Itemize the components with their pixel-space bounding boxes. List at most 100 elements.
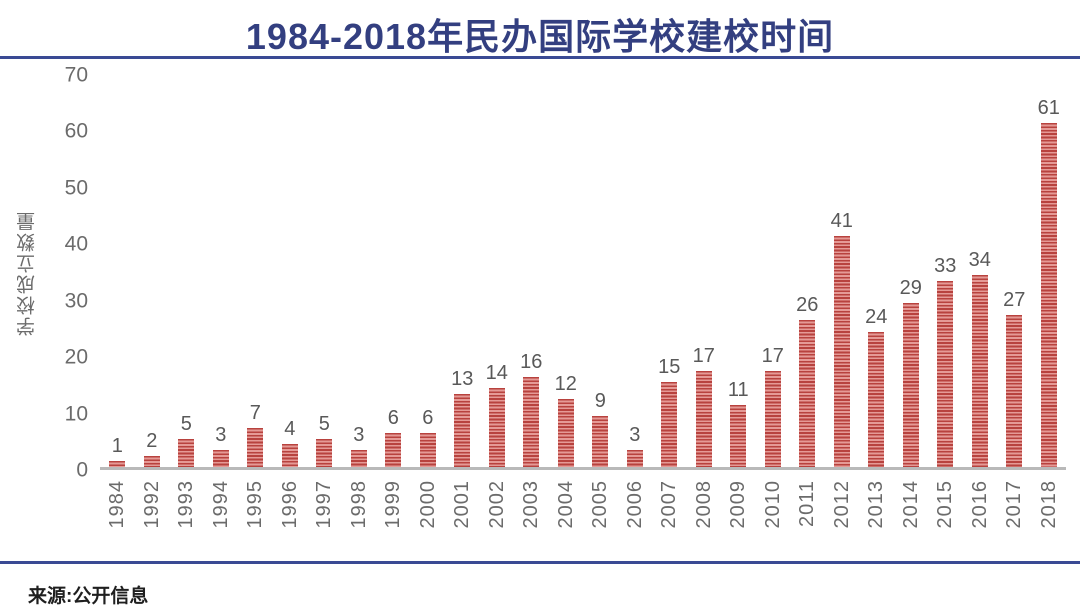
- x-tick-2003: 2003: [514, 480, 549, 550]
- bar-value-label: 61: [1037, 96, 1060, 119]
- bar-value-label: 12: [554, 373, 577, 396]
- bar-value-label: 13: [451, 367, 474, 390]
- bar-group-1998: 3: [342, 75, 377, 467]
- x-tick-2008: 2008: [687, 480, 722, 550]
- bar-value-label: 17: [761, 345, 784, 368]
- bar: [212, 450, 229, 467]
- y-tick-label: 10: [64, 402, 88, 426]
- x-tick-2012: 2012: [825, 480, 860, 550]
- y-tick-label: 30: [64, 289, 88, 313]
- bar-value-label: 41: [830, 209, 853, 232]
- bar: [971, 275, 988, 467]
- bar-group-2016: 34: [963, 75, 998, 467]
- bar-chart: 学校成立数量 0 10 20 30 40 50 60 70 1 2 5 3 7 4 5 3 6 6 13 14 16 1…: [0, 65, 1080, 550]
- x-tick-label: 1996: [278, 480, 301, 529]
- x-tick-2010: 2010: [756, 480, 791, 550]
- x-tick-2018: 2018: [1032, 480, 1067, 550]
- bar-group-1995: 7: [238, 75, 273, 467]
- top-divider: [0, 56, 1080, 59]
- bar: [1006, 314, 1023, 467]
- bar: [109, 461, 126, 467]
- x-tick-label: 2016: [968, 480, 991, 529]
- x-tick-label: 2017: [1003, 480, 1026, 529]
- bar: [592, 416, 609, 467]
- bar: [937, 280, 954, 467]
- bar: [281, 444, 298, 467]
- x-tick-2009: 2009: [721, 480, 756, 550]
- bar: [626, 450, 643, 467]
- bar: [868, 331, 885, 467]
- x-tick-2015: 2015: [928, 480, 963, 550]
- bar: [385, 433, 402, 467]
- x-tick-label: 2013: [865, 480, 888, 529]
- bar-group-2015: 33: [928, 75, 963, 467]
- bar: [799, 320, 816, 467]
- x-tick-label: 2012: [830, 480, 853, 529]
- bar-group-1996: 4: [273, 75, 308, 467]
- x-tick-1984: 1984: [100, 480, 135, 550]
- x-tick-label: 2002: [485, 480, 508, 529]
- bar-value-label: 11: [727, 378, 749, 401]
- bar: [488, 388, 505, 467]
- y-axis-title-column: 学校成立数量: [10, 75, 44, 470]
- bar: [178, 438, 195, 467]
- bar-group-1993: 5: [169, 75, 204, 467]
- x-tick-label: 2014: [899, 480, 922, 529]
- x-tick-2016: 2016: [963, 480, 998, 550]
- x-tick-label: 2018: [1037, 480, 1060, 529]
- y-tick-label: 60: [64, 119, 88, 143]
- bar-value-label: 3: [215, 424, 227, 447]
- bar: [143, 455, 160, 467]
- x-tick-label: 1984: [106, 480, 129, 529]
- x-axis-labels: 1984 1992 1993 1994 1995 1996 1997 1998 1999 2000…: [100, 470, 1066, 550]
- x-tick-label: 2011: [796, 480, 819, 528]
- bar-value-label: 3: [353, 424, 365, 447]
- x-tick-1998: 1998: [342, 480, 377, 550]
- x-tick-label: 2001: [451, 480, 474, 529]
- x-tick-1994: 1994: [204, 480, 239, 550]
- bar: [1040, 122, 1057, 467]
- bar-value-label: 17: [692, 345, 715, 368]
- y-tick-label: 40: [64, 232, 88, 256]
- bar: [730, 404, 747, 467]
- bar: [661, 382, 678, 467]
- x-tick-1999: 1999: [376, 480, 411, 550]
- x-tick-label: 2009: [727, 480, 750, 529]
- x-tick-label: 1993: [175, 480, 198, 529]
- x-tick-2006: 2006: [618, 480, 653, 550]
- bar-group-2012: 41: [825, 75, 860, 467]
- bar: [419, 433, 436, 467]
- bar-group-2006: 3: [618, 75, 653, 467]
- bar-group-1999: 6: [376, 75, 411, 467]
- bar: [247, 427, 264, 467]
- bar: [316, 438, 333, 467]
- bar-group-2008: 17: [687, 75, 722, 467]
- bar: [557, 399, 574, 467]
- page-title: 1984-2018年民办国际学校建校时间: [245, 16, 835, 57]
- bars-container: 1 2 5 3 7 4 5 3 6 6 13 14 16 12 9 3 15 17 11 17 26 41 24 29 33 34…: [100, 75, 1066, 470]
- bar-group-2011: 26: [790, 75, 825, 467]
- plot-area: 1 2 5 3 7 4 5 3 6 6 13 14 16 12 9 3 15 17 11 17 26 41 24 29 33 34…: [100, 75, 1066, 550]
- x-tick-2004: 2004: [549, 480, 584, 550]
- bar-group-2007: 15: [652, 75, 687, 467]
- bar-group-1994: 3: [204, 75, 239, 467]
- x-tick-2001: 2001: [445, 480, 480, 550]
- y-axis-ticks: 0 10 20 30 40 50 60 70: [44, 65, 88, 481]
- bar-group-2003: 16: [514, 75, 549, 467]
- x-tick-1992: 1992: [135, 480, 170, 550]
- x-tick-label: 1992: [140, 480, 163, 529]
- bar: [523, 376, 540, 467]
- x-tick-label: 2000: [416, 480, 439, 529]
- bar-group-1984: 1: [100, 75, 135, 467]
- bar-group-2009: 11: [721, 75, 756, 467]
- bar-group-2005: 9: [583, 75, 618, 467]
- x-tick-1995: 1995: [238, 480, 273, 550]
- x-tick-label: 1997: [313, 480, 336, 529]
- x-tick-label: 2007: [658, 480, 681, 529]
- bar-value-label: 4: [284, 418, 296, 441]
- y-axis-title: 学校成立数量: [16, 209, 38, 336]
- bar-value-label: 5: [180, 412, 192, 435]
- x-tick-label: 1998: [347, 480, 370, 529]
- bar-value-label: 27: [1003, 288, 1026, 311]
- bar-value-label: 9: [594, 390, 606, 413]
